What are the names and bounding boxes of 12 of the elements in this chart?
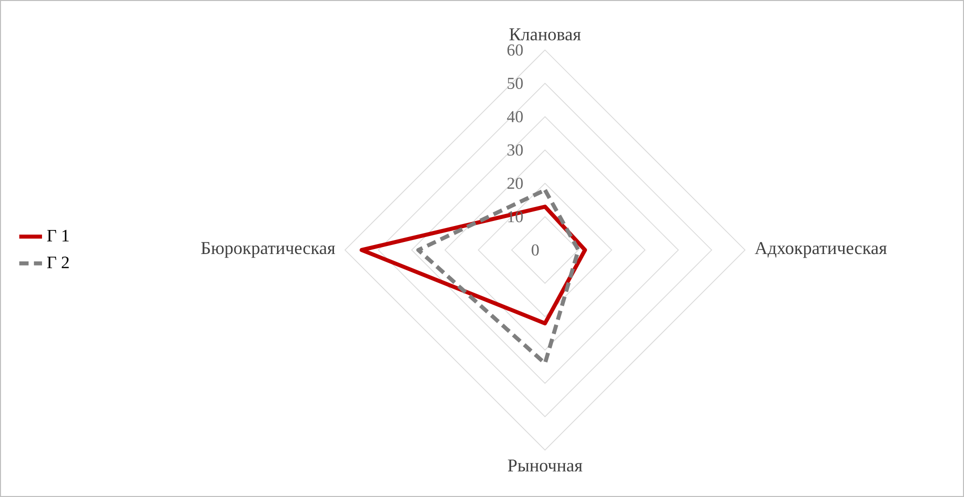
legend-label: Г 2 (47, 256, 69, 268)
y-tick-label: 0 (532, 244, 539, 256)
y-tick-label: 40 (507, 111, 523, 122)
y-tick-label: 60 (507, 44, 523, 56)
y-tick-label: 20 (507, 178, 523, 189)
spoke-label: Рыночная (508, 460, 582, 472)
spoke-label: Клановая (509, 28, 581, 40)
legend-label: Г 1 (47, 230, 69, 242)
spoke-label: Адхократическая (754, 242, 887, 258)
y-tick-label: 50 (508, 78, 523, 89)
y-tick-label: 30 (508, 144, 523, 156)
spoke-label: Бюрократическая (201, 242, 336, 258)
